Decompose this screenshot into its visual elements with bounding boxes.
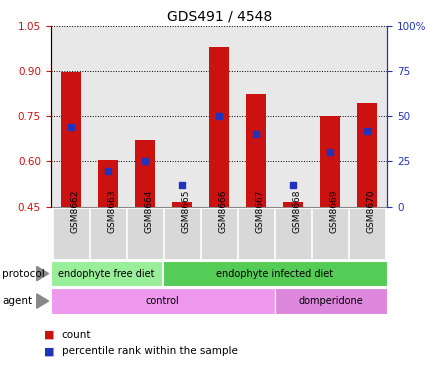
Polygon shape (37, 294, 48, 308)
Point (141, 158, 148, 164)
Text: endophyte infected diet: endophyte infected diet (216, 269, 334, 279)
Point (67, 124, 74, 130)
Point (253, 131, 260, 137)
Bar (320, 116, 340, 207)
Text: control: control (146, 296, 180, 306)
Text: GSM8670: GSM8670 (367, 189, 376, 233)
FancyBboxPatch shape (275, 208, 311, 259)
Point (178, 182, 185, 188)
FancyBboxPatch shape (312, 208, 348, 259)
Text: GSM8669: GSM8669 (330, 189, 339, 233)
Bar (246, 94, 266, 207)
Text: endophyte free diet: endophyte free diet (59, 269, 155, 279)
FancyBboxPatch shape (164, 208, 200, 259)
Text: GSM8668: GSM8668 (293, 189, 302, 233)
Text: GSM8662: GSM8662 (71, 189, 80, 233)
Text: GDS491 / 4548: GDS491 / 4548 (167, 9, 273, 23)
Bar (209, 47, 229, 207)
FancyBboxPatch shape (349, 208, 385, 259)
Text: GSM8664: GSM8664 (145, 189, 154, 233)
Bar (135, 141, 155, 207)
Bar (61, 72, 81, 207)
Text: GSM8663: GSM8663 (108, 189, 117, 233)
FancyBboxPatch shape (51, 288, 275, 314)
FancyBboxPatch shape (275, 288, 387, 314)
FancyBboxPatch shape (127, 208, 163, 259)
FancyBboxPatch shape (201, 208, 237, 259)
Text: percentile rank within the sample: percentile rank within the sample (62, 346, 238, 356)
Point (216, 113, 222, 119)
Text: count: count (62, 330, 91, 340)
Point (363, 128, 370, 134)
Point (326, 149, 334, 155)
FancyBboxPatch shape (51, 261, 162, 287)
FancyBboxPatch shape (163, 261, 387, 287)
Bar (283, 202, 303, 207)
Bar (357, 102, 377, 207)
Text: domperidone: domperidone (299, 296, 363, 306)
Bar (98, 160, 118, 207)
FancyBboxPatch shape (238, 208, 274, 259)
Bar (172, 202, 192, 207)
Point (290, 182, 297, 188)
Text: ■: ■ (44, 346, 55, 356)
Point (104, 168, 111, 173)
Text: GSM8666: GSM8666 (219, 189, 228, 233)
Text: GSM8665: GSM8665 (182, 189, 191, 233)
FancyBboxPatch shape (53, 208, 89, 259)
Text: protocol: protocol (2, 269, 45, 279)
Text: GSM8667: GSM8667 (256, 189, 265, 233)
Text: agent: agent (2, 296, 32, 306)
Text: ■: ■ (44, 330, 55, 340)
FancyBboxPatch shape (90, 208, 126, 259)
Polygon shape (37, 266, 48, 281)
